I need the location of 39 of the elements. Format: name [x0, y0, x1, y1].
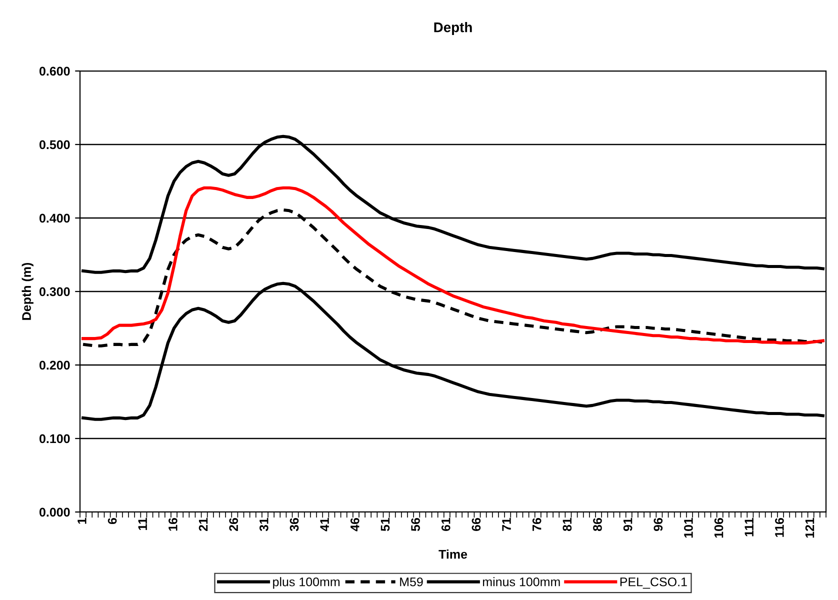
x-tick-label: 66 — [472, 518, 481, 531]
x-tick-label: 16 — [168, 518, 178, 531]
x-tick-label: 106 — [714, 518, 724, 538]
y-tick-label: 0.000 — [39, 508, 70, 517]
x-tick-label: 116 — [775, 518, 784, 537]
y-tick-label: 0.500 — [39, 140, 70, 150]
x-tick-label: 41 — [320, 518, 329, 532]
x-tick-label: 76 — [532, 518, 542, 531]
y-tick-label: 0.600 — [39, 66, 70, 76]
x-tick-label: 86 — [593, 518, 602, 532]
x-tick-label: 1 — [78, 518, 86, 524]
x-tick-label: 61 — [441, 518, 450, 531]
x-tick-label: 31 — [259, 518, 268, 532]
x-tick-label: 26 — [229, 518, 238, 532]
x-tick-label: 11 — [138, 518, 147, 530]
y-tick-label: 0.100 — [39, 434, 70, 444]
y-tick-label: 0.300 — [39, 287, 70, 296]
legend-label: plus 100mm — [273, 577, 340, 589]
legend-label: M59 — [400, 577, 423, 586]
legend-label: PEL_CSO.1 — [620, 577, 687, 589]
x-tick-label: 101 — [684, 518, 693, 538]
x-tick-label: 36 — [290, 518, 299, 532]
x-tick-label: 96 — [654, 518, 663, 532]
x-tick-label: 21 — [198, 518, 208, 532]
legend-label: minus 100mm — [482, 577, 560, 586]
x-tick-label: 111 — [744, 518, 754, 536]
x-tick-label: 56 — [411, 518, 420, 532]
x-tick-label: 51 — [380, 518, 390, 532]
x-tick-label: 81 — [562, 518, 572, 532]
x-tick-label: 46 — [350, 518, 360, 532]
chart-title: Depth — [434, 22, 472, 35]
x-tick-label: 121 — [805, 518, 814, 538]
y-tick-label: 0.200 — [39, 360, 70, 370]
y-axis-title: Depth (m) — [22, 262, 34, 320]
x-tick-label: 71 — [502, 518, 511, 531]
y-tick-label: 0.400 — [39, 214, 70, 223]
x-tick-label: 91 — [623, 518, 632, 532]
x-tick-label: 6 — [108, 518, 117, 524]
x-axis-title: Time — [438, 550, 468, 559]
